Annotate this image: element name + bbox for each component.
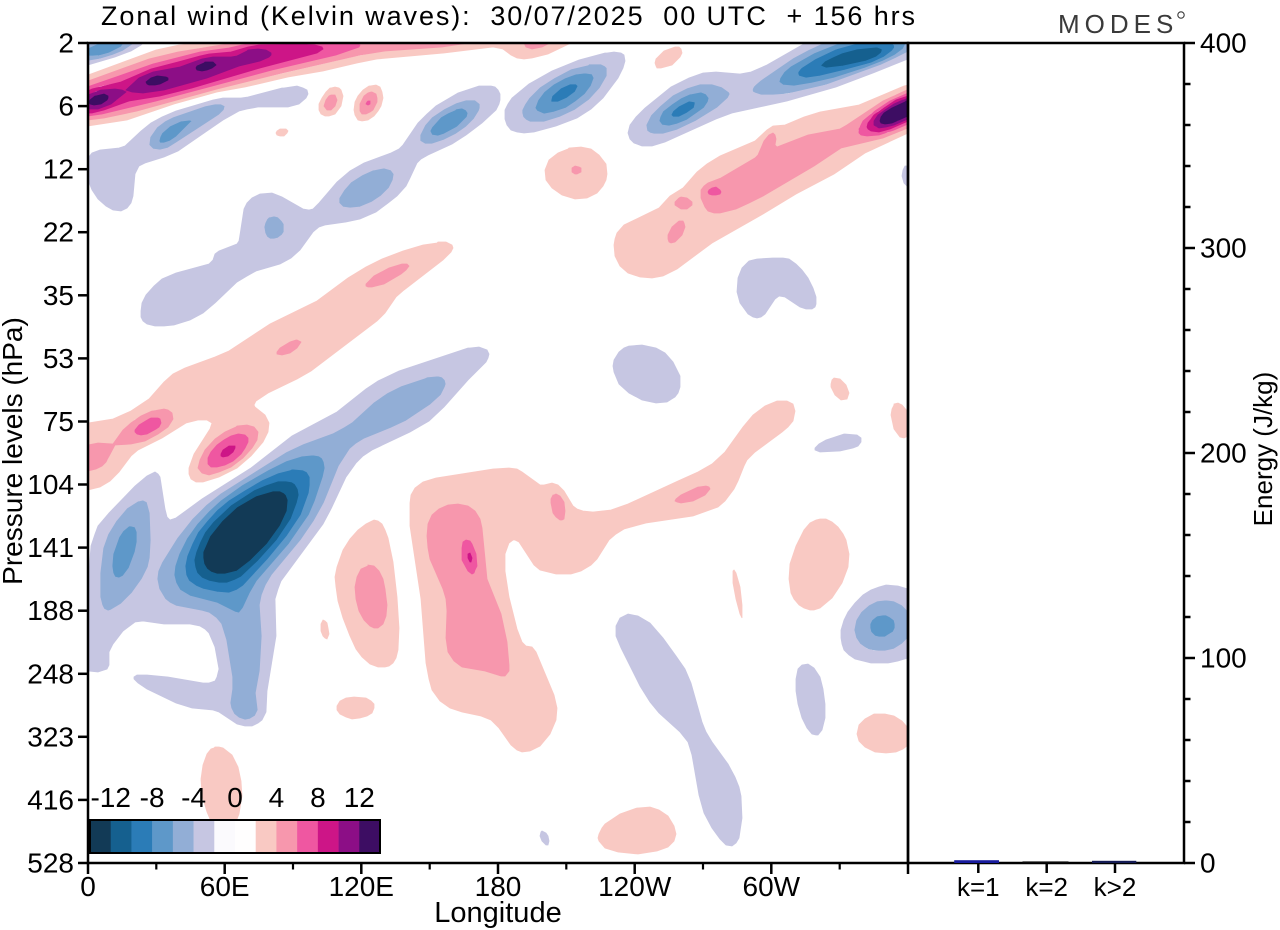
svg-text:12: 12 [43,154,74,185]
svg-text:2: 2 [58,28,74,59]
svg-text:12: 12 [344,782,375,813]
svg-text:4: 4 [269,782,285,813]
svg-text:323: 323 [27,721,74,752]
svg-text:200: 200 [1200,438,1247,469]
svg-text:120W: 120W [598,871,672,902]
svg-text:120E: 120E [329,871,394,902]
svg-text:60E: 60E [200,871,250,902]
svg-text:60W: 60W [743,871,801,902]
svg-text:528: 528 [27,848,74,879]
svg-text:53: 53 [43,343,74,374]
svg-text:141: 141 [27,532,74,563]
svg-text:180: 180 [475,871,522,902]
svg-text:-8: -8 [140,782,165,813]
svg-text:8: 8 [310,782,326,813]
svg-text:188: 188 [27,595,74,626]
svg-text:300: 300 [1200,233,1247,264]
svg-text:0: 0 [80,871,96,902]
svg-text:6: 6 [58,91,74,122]
svg-text:416: 416 [27,784,74,815]
svg-text:Pressure levels (hPa): Pressure levels (hPa) [0,317,28,585]
svg-text:k>2: k>2 [1094,872,1137,902]
svg-text:Energy (J/kg): Energy (J/kg) [1248,372,1278,527]
svg-text:0: 0 [227,782,243,813]
svg-text:k=2: k=2 [1025,872,1068,902]
svg-text:75: 75 [43,406,74,437]
svg-text:22: 22 [43,217,74,248]
svg-text:400: 400 [1200,28,1247,59]
svg-text:-4: -4 [181,782,206,813]
svg-text:104: 104 [27,469,74,500]
svg-text:-12: -12 [90,782,130,813]
svg-text:248: 248 [27,658,74,689]
svg-text:Longitude: Longitude [434,897,561,929]
svg-text:0: 0 [1200,848,1216,879]
svg-text:100: 100 [1200,643,1247,674]
svg-text:k=1: k=1 [957,872,1000,902]
svg-text:MODES: MODES [1058,9,1178,39]
svg-text:35: 35 [43,280,74,311]
svg-text:Zonal wind (Kelvin waves): 30: Zonal wind (Kelvin waves): 30/07/2025 00… [101,1,917,31]
